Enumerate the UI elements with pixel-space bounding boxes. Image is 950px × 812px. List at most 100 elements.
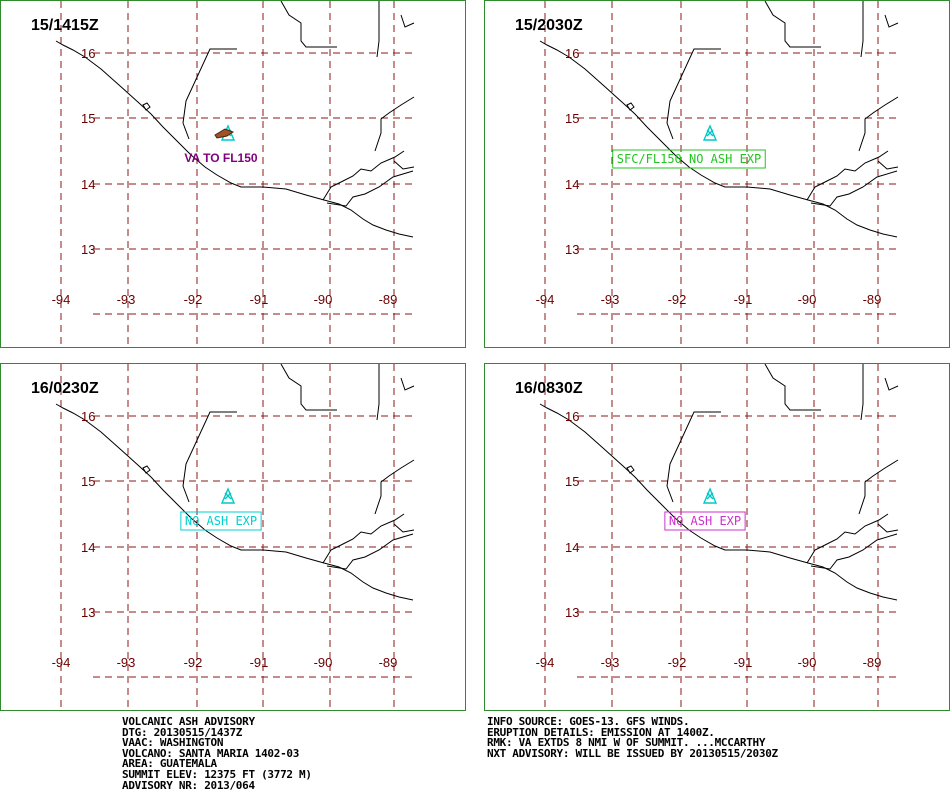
longitude-label: -94 <box>536 655 555 670</box>
longitude-label: -89 <box>863 655 882 670</box>
advisory-line: ADVISORY NR: 2013/064 <box>122 778 255 792</box>
political-boundary <box>666 48 721 140</box>
longitude-label: -92 <box>668 655 687 670</box>
political-boundary <box>806 513 889 564</box>
advisory-line: VAAC: WASHINGTON <box>122 736 224 750</box>
ash-forecast-label: NO ASH EXP <box>185 514 257 528</box>
longitude-label: -90 <box>314 292 333 307</box>
ash-forecast-label: NO ASH EXP <box>669 514 741 528</box>
forecast-label-box <box>180 511 262 531</box>
political-boundary <box>280 364 337 411</box>
coastal-inlet <box>626 102 635 111</box>
political-boundary <box>326 170 414 207</box>
longitude-label: -92 <box>668 292 687 307</box>
latitude-label: 15 <box>565 111 579 126</box>
latitude-label: 16 <box>81 46 95 61</box>
political-boundary <box>280 1 337 48</box>
latitude-label: 13 <box>81 242 95 257</box>
latitude-label: 14 <box>81 540 95 555</box>
latitude-label: 14 <box>81 177 95 192</box>
panel-time-title: 16/0230Z <box>31 380 99 397</box>
political-boundary <box>860 364 864 421</box>
latitude-label: 14 <box>565 540 579 555</box>
political-boundary <box>400 377 415 391</box>
coastline <box>539 40 898 238</box>
longitude-label: -93 <box>601 292 620 307</box>
political-boundary <box>764 1 821 48</box>
political-boundary <box>182 48 237 140</box>
latitude-label: 16 <box>565 409 579 424</box>
political-boundary <box>877 523 899 533</box>
political-boundary <box>806 150 889 201</box>
forecast-panel-1: 16 15 14 13 -94 -93 -92 -91 -90 -89 VA TO FL150 15… <box>0 0 466 349</box>
longitude-label: -90 <box>314 655 333 670</box>
map-canvas: 16 15 14 13 -94 -93 -92 -91 -90 -89 NO ASH EXP <box>52 364 415 712</box>
forecast-label-box <box>664 511 746 531</box>
advisory-line: NXT ADVISORY: WILL BE ISSUED BY 20130515… <box>487 746 778 760</box>
latitude-label: 15 <box>81 474 95 489</box>
map-canvas: 16 15 14 13 -94 -93 -92 -91 -90 -89 SFC/FL150 NO A… <box>536 1 899 349</box>
political-boundary <box>400 14 415 28</box>
political-boundary <box>884 377 899 391</box>
latitude-label: 16 <box>565 46 579 61</box>
coastline <box>539 403 898 601</box>
longitude-label: -92 <box>184 292 203 307</box>
political-boundary <box>860 1 864 58</box>
political-boundary <box>374 96 415 152</box>
longitude-label: -94 <box>52 292 71 307</box>
coastal-inlet <box>142 465 151 474</box>
volcano-icon <box>702 124 718 141</box>
latitude-label: 13 <box>81 605 95 620</box>
political-boundary <box>877 160 899 170</box>
political-boundary <box>182 411 237 503</box>
advisory-line: VOLCANO: SANTA MARIA 1402-03 <box>122 746 300 760</box>
panel-time-title: 16/0830Z <box>515 380 583 397</box>
longitude-label: -90 <box>798 292 817 307</box>
advisory-line: DTG: 20130515/1437Z <box>122 725 243 739</box>
advisory-details-right: INFO SOURCE: GOES-13. GFS WINDS. ERUPTIO… <box>487 715 778 760</box>
political-boundary <box>666 411 721 503</box>
advisory-line: INFO SOURCE: GOES-13. GFS WINDS. <box>487 715 690 728</box>
latitude-label: 15 <box>565 474 579 489</box>
latitude-label: 13 <box>565 242 579 257</box>
coastal-inlet <box>626 465 635 474</box>
forecast-label-box <box>612 149 766 169</box>
political-boundary <box>858 96 899 152</box>
ash-forecast-label: SFC/FL150 NO ASH EXP <box>617 152 762 166</box>
political-boundary <box>374 459 415 515</box>
longitude-label: -91 <box>250 655 269 670</box>
political-boundary <box>810 533 898 570</box>
panel-time-title: 15/2030Z <box>515 17 583 34</box>
volcano-icon <box>702 487 718 504</box>
longitude-label: -91 <box>250 292 269 307</box>
latitude-label: 13 <box>565 605 579 620</box>
political-boundary <box>884 14 899 28</box>
political-boundary <box>376 1 380 58</box>
map-canvas: 16 15 14 13 -94 -93 -92 -91 -90 -89 NO ASH EXP <box>536 364 899 712</box>
political-boundary <box>326 533 414 570</box>
political-boundary <box>376 364 380 421</box>
ash-forecast-label: VA TO FL150 <box>184 151 257 165</box>
map-canvas: 16 15 14 13 -94 -93 -92 -91 -90 -89 VA TO FL150 <box>52 1 415 349</box>
longitude-label: -90 <box>798 655 817 670</box>
longitude-label: -91 <box>734 292 753 307</box>
latitude-label: 16 <box>81 409 95 424</box>
advisory-line: AREA: GUATEMALA <box>122 757 217 771</box>
advisory-line: SUMMIT ELEV: 12375 FT (3772 M) <box>122 767 312 781</box>
longitude-label: -94 <box>536 292 555 307</box>
latitude-label: 15 <box>81 111 95 126</box>
longitude-label: -93 <box>601 655 620 670</box>
forecast-panel-4: 16 15 14 13 -94 -93 -92 -91 -90 -89 NO ASH EXP 16/… <box>484 363 950 712</box>
political-boundary <box>322 150 405 201</box>
panel-time-title: 15/1415Z <box>31 17 99 34</box>
political-boundary <box>858 459 899 515</box>
longitude-label: -91 <box>734 655 753 670</box>
political-boundary <box>810 170 898 207</box>
political-boundary <box>322 513 405 564</box>
advisory-line: RMK: VA EXTDS 8 NMI W OF SUMMIT. ...MCCA… <box>487 736 766 750</box>
longitude-label: -93 <box>117 655 136 670</box>
advisory-line: ERUPTION DETAILS: EMISSION AT 1400Z. <box>487 725 715 739</box>
forecast-panel-2: 16 15 14 13 -94 -93 -92 -91 -90 -89 SFC/FL150 NO A… <box>484 0 950 349</box>
volcano-icon <box>220 487 236 504</box>
longitude-label: -89 <box>863 292 882 307</box>
